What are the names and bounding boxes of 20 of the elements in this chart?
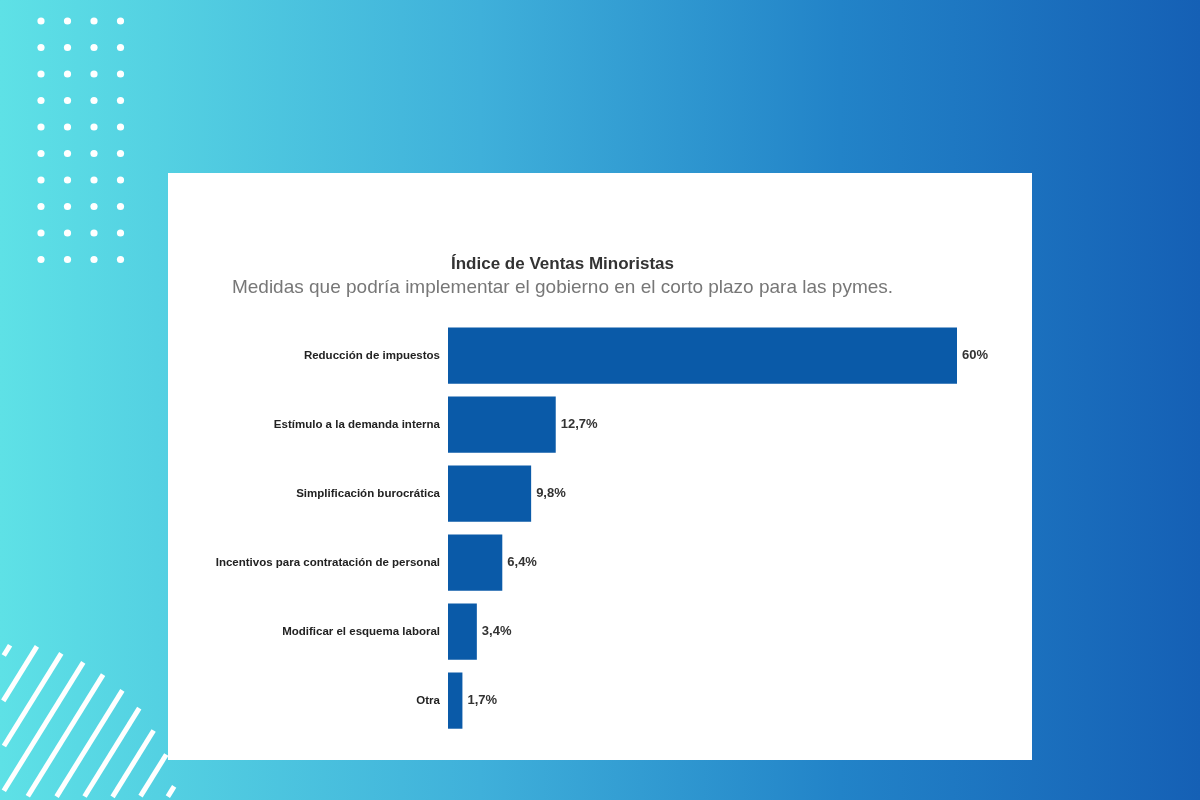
bar — [448, 327, 957, 384]
data-label: 1,7% — [467, 692, 498, 708]
data-label: 9,8% — [536, 485, 567, 501]
y-tick-label: Otra — [416, 693, 441, 706]
data-label: 6,4% — [507, 554, 538, 570]
chart-subtitle: Medidas que podría implementar el gobierno en el corto plazo para las pymes. — [231, 276, 894, 298]
bar — [448, 396, 556, 453]
y-tick-label: Simplificación burocrática — [296, 486, 441, 499]
bar — [448, 603, 477, 660]
y-tick-label: Incentivos para contratación de personal — [215, 555, 440, 568]
bar — [448, 672, 463, 729]
data-label: 12,7% — [560, 416, 599, 432]
data-label: 60% — [962, 347, 989, 363]
y-tick-label: Reducción de impuestos — [303, 348, 440, 361]
y-tick-label: Modificar el esquema laboral — [282, 624, 440, 637]
chart-title: Índice de Ventas Minoristas — [451, 253, 674, 273]
y-tick-label: Estímulo a la demanda interna — [273, 417, 441, 430]
bar — [448, 465, 532, 522]
bar — [448, 534, 503, 591]
data-label: 3,4% — [481, 623, 512, 639]
